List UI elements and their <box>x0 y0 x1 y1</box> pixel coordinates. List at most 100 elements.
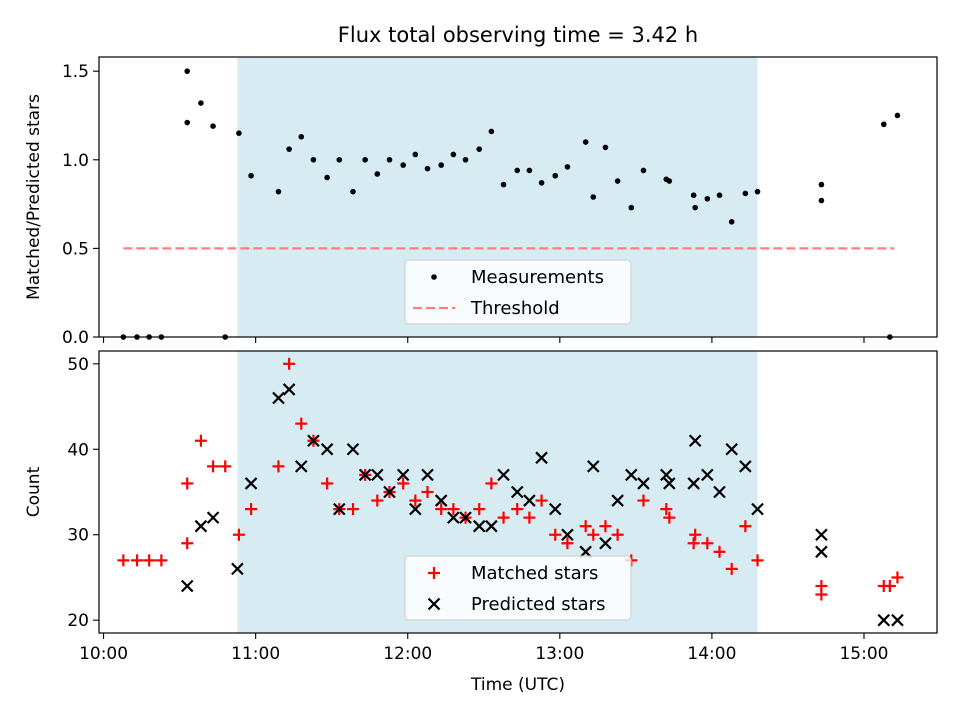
x-tick-label: 12:00 <box>383 644 432 664</box>
ratio-point <box>210 123 216 129</box>
ratio-point <box>500 181 507 188</box>
ratio-point <box>184 68 191 74</box>
count-point <box>397 477 410 490</box>
ratio-point <box>614 178 621 184</box>
count-point <box>409 502 422 516</box>
count-point <box>535 451 548 465</box>
ratio-point <box>350 188 356 195</box>
ratio-y-tick-label: 1.5 <box>62 62 89 82</box>
count-point <box>751 502 764 516</box>
count-point <box>891 613 904 627</box>
ratio-point <box>336 156 343 163</box>
count-point <box>611 494 624 507</box>
ratio-y-axis-label: Matched/Predicted stars <box>24 94 44 300</box>
count-point <box>883 580 896 592</box>
ratio-point <box>198 100 204 106</box>
count-point <box>282 383 296 396</box>
count-point <box>472 519 486 533</box>
count-point <box>561 537 574 550</box>
count-point <box>371 468 384 482</box>
x-tick-label: 10:00 <box>79 644 128 664</box>
ratio-point <box>298 133 305 140</box>
ratio-point <box>248 172 254 179</box>
ratio-point <box>690 192 697 199</box>
x-tick-label: 11:00 <box>231 644 280 664</box>
count-point <box>579 520 592 533</box>
count-point <box>131 554 144 567</box>
ratio-point <box>514 167 521 174</box>
ratio-point <box>552 172 559 179</box>
count-point <box>143 554 156 567</box>
count-point <box>421 468 434 482</box>
count-series-0 <box>117 357 904 601</box>
count-point <box>713 545 726 558</box>
count-series-1 <box>180 383 904 627</box>
count-point <box>535 494 548 507</box>
ratio-legend-label: Threshold <box>470 298 560 319</box>
ratio-y-tick-label: 1.0 <box>62 151 89 171</box>
count-point <box>181 477 194 490</box>
count-point <box>194 434 207 447</box>
count-point <box>447 503 460 516</box>
count-point <box>891 571 904 584</box>
count-point <box>219 460 232 473</box>
ratio-legend: Measurements Threshold <box>404 259 632 325</box>
count-point <box>663 477 676 490</box>
count-point <box>333 502 346 516</box>
count-point <box>435 503 448 516</box>
ratio-point <box>590 194 597 200</box>
count-point <box>579 545 592 559</box>
count-point <box>713 485 726 499</box>
count-point <box>701 537 714 550</box>
ratio-point <box>374 171 381 177</box>
count-point <box>294 460 308 473</box>
count-point <box>485 519 498 533</box>
chart-title: Flux total observing time = 3.42 h <box>338 23 698 47</box>
count-point <box>272 460 285 473</box>
count-point <box>725 442 738 456</box>
count-point <box>687 537 700 550</box>
count-point <box>473 503 486 516</box>
ratio-point <box>324 174 330 181</box>
count-point <box>421 486 434 498</box>
count-point <box>180 579 194 593</box>
count-point <box>739 460 752 473</box>
count-y-tick-label: 50 <box>67 355 89 375</box>
ratio-point <box>412 151 419 158</box>
ratio-point <box>476 146 483 152</box>
count-legend-marker <box>427 597 441 611</box>
count-point <box>181 537 194 550</box>
ratio-point <box>564 164 571 170</box>
count-point <box>371 494 384 507</box>
count-point <box>687 477 700 490</box>
count-point <box>295 417 308 430</box>
ratio-point <box>462 156 469 163</box>
count-point <box>244 477 258 490</box>
ratio-point <box>488 128 495 135</box>
count-point <box>232 528 245 541</box>
count-axes-frame <box>98 350 938 634</box>
star-count-panel: 10:00 11:00 12:00 13:00 14:00 15:00 20 30 40 50 Co… <box>24 350 938 664</box>
ratio-point <box>628 204 635 211</box>
count-point <box>548 502 562 516</box>
ratio-point <box>286 146 292 152</box>
count-point <box>383 485 396 499</box>
ratio-point <box>742 190 749 197</box>
count-point <box>561 528 574 542</box>
ratio-legend-marker <box>431 274 437 280</box>
ratio-y-tick-label: 0.5 <box>62 239 89 259</box>
count-point <box>660 503 673 516</box>
count-point <box>358 468 372 482</box>
count-point <box>751 554 764 567</box>
ratio-point <box>362 156 368 163</box>
count-point <box>307 434 320 448</box>
ratio-point <box>275 188 282 195</box>
ratio-point <box>692 204 698 211</box>
count-legend-label: Matched stars <box>471 563 598 584</box>
count-point <box>459 511 472 524</box>
ratio-point <box>818 197 825 204</box>
count-point <box>272 391 285 405</box>
matched-predicted-ratio-panel: 0.0 0.5 1.0 1.5 Matched/Predicted stars Measu… <box>24 56 938 348</box>
count-legend-label: Predicted stars <box>471 594 605 615</box>
